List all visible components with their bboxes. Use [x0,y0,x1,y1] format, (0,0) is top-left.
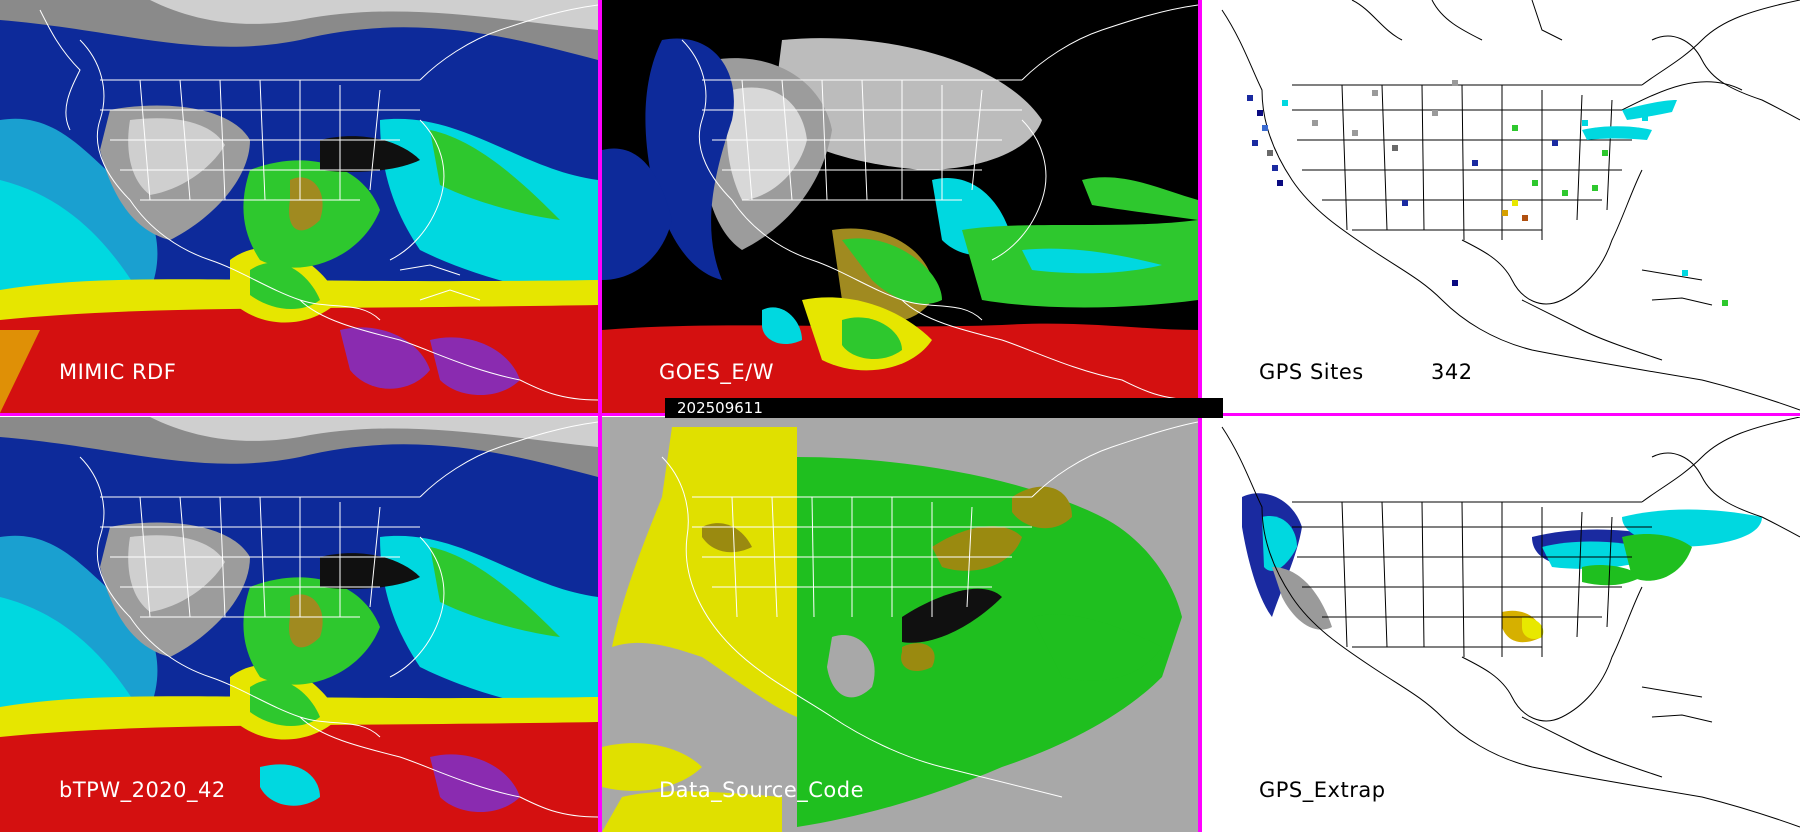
panel-goes: GOES_E/W [602,0,1198,413]
panel-data-source: Data_Source_Code [602,417,1198,832]
panel-label-data-source: Data_Source_Code [659,778,865,802]
panel-label-btpw: bTPW_2020_42 [59,778,226,802]
timestamp-text: 202509611 [677,399,763,417]
btpw-map [0,417,598,832]
mimic-rdf-map [0,0,598,413]
panel-label-goes: GOES_E/W [659,360,775,384]
vertical-separator-left [598,0,602,832]
panel-label-mimic-rdf: MIMIC RDF [59,360,177,384]
gps-site-count: 342 [1431,360,1473,384]
panel-gps-sites: GPS Sites 342 [1202,0,1800,413]
panel-label-gps-sites: GPS Sites [1259,360,1364,384]
gps-extrap-map [1202,417,1800,832]
panel-mimic-rdf: MIMIC RDF [0,0,598,413]
gps-sites-map [1202,0,1800,413]
panel-label-gps-extrap: GPS_Extrap [1259,778,1386,802]
panel-gps-extrap: GPS_Extrap [1202,417,1800,832]
timestamp-bar: 202509611 [665,398,1223,418]
data-source-map [602,417,1198,832]
panel-btpw: bTPW_2020_42 [0,417,598,832]
goes-map [602,0,1198,413]
